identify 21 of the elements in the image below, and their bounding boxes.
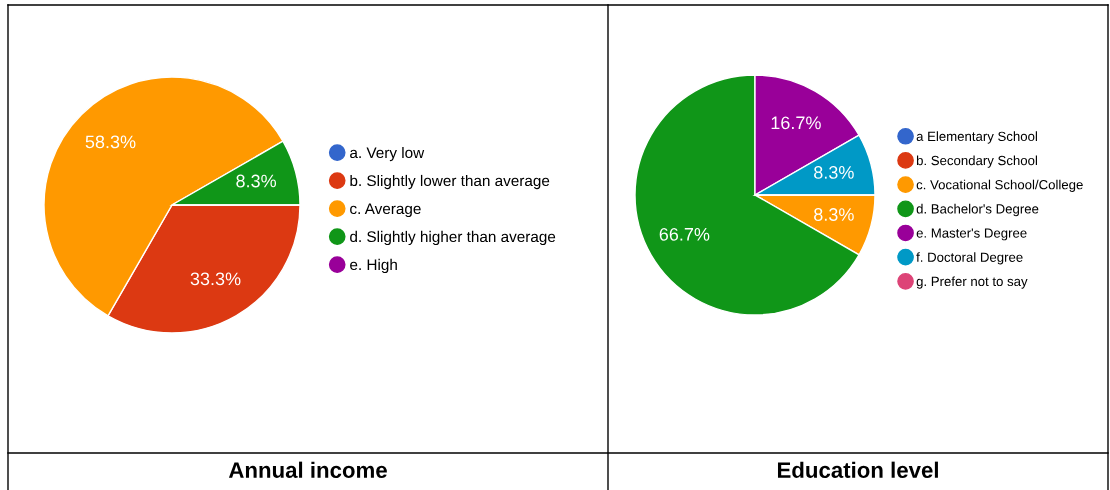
legend-label: b. Secondary School <box>916 155 1037 168</box>
legend-label: e. High <box>350 258 397 274</box>
legend-label: a. Very low <box>350 146 425 162</box>
legend-label: c. Vocational School/College <box>916 179 1083 192</box>
data-label: 33.3% <box>190 272 241 286</box>
legend-label: c. Average <box>350 203 421 218</box>
text: Annual income <box>228 461 387 478</box>
legend-label: a Elementary School <box>916 131 1037 144</box>
data-label: 8.3% <box>814 208 854 221</box>
data-label: 58.3% <box>85 135 136 149</box>
legend-label: f. Doctoral Degree <box>916 252 1023 265</box>
legend-label: b. Slightly lower than average <box>350 174 550 190</box>
legend-label: d. Slightly higher than average <box>350 230 556 246</box>
data-label: 16.7% <box>771 116 821 130</box>
data-label: 8.3% <box>236 174 277 188</box>
legend-label: d. Bachelor's Degree <box>916 203 1039 217</box>
legend-label: e. Master's Degree <box>916 228 1027 241</box>
legend-label: g. Prefer not to say <box>916 276 1028 289</box>
text: Education level <box>777 461 938 478</box>
data-label: 66.7% <box>659 227 710 241</box>
data-label: 8.3% <box>814 166 854 179</box>
